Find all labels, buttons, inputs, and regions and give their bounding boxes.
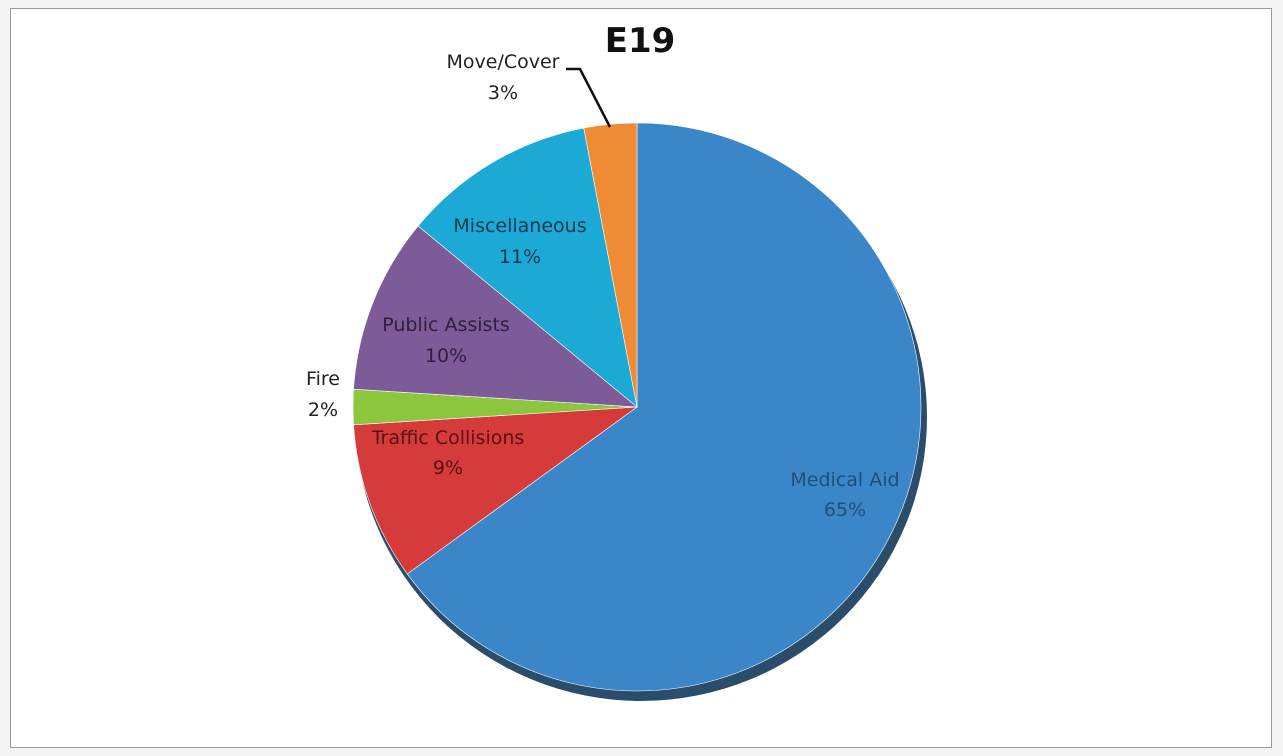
- pie-slice-miscellaneous: [417, 127, 638, 408]
- slice-percent-label: 10%: [425, 345, 467, 367]
- pie-slice-traffic-collisions: [353, 406, 639, 575]
- pie-slice-public-assists: [353, 225, 638, 408]
- pie-slices: [352, 122, 927, 701]
- slice-percent-label: 11%: [499, 246, 541, 268]
- slice-labels: Medical Aid 65% Traffic Collisions 9% Fire 2%…: [306, 51, 900, 521]
- slice-percent-label: 9%: [433, 457, 463, 479]
- slice-label: Medical Aid: [790, 469, 899, 491]
- leader-lines: [566, 67, 612, 128]
- pie-slice-medical-aid: [406, 122, 922, 692]
- leader-line-move-cover: [566, 67, 612, 128]
- pie-slice-move-cover: [583, 122, 638, 408]
- slice-label: Fire: [306, 368, 340, 390]
- slice-label: Public Assists: [382, 314, 510, 336]
- slice-label: Traffic Collisions: [371, 427, 525, 449]
- chart-title: E19: [605, 21, 676, 61]
- slice-percent-label: 65%: [824, 499, 866, 521]
- slice-percent-label: 3%: [488, 82, 518, 104]
- slice-percent-label: 2%: [308, 399, 338, 421]
- slice-label: Move/Cover: [447, 51, 560, 73]
- slice-label: Miscellaneous: [453, 215, 586, 237]
